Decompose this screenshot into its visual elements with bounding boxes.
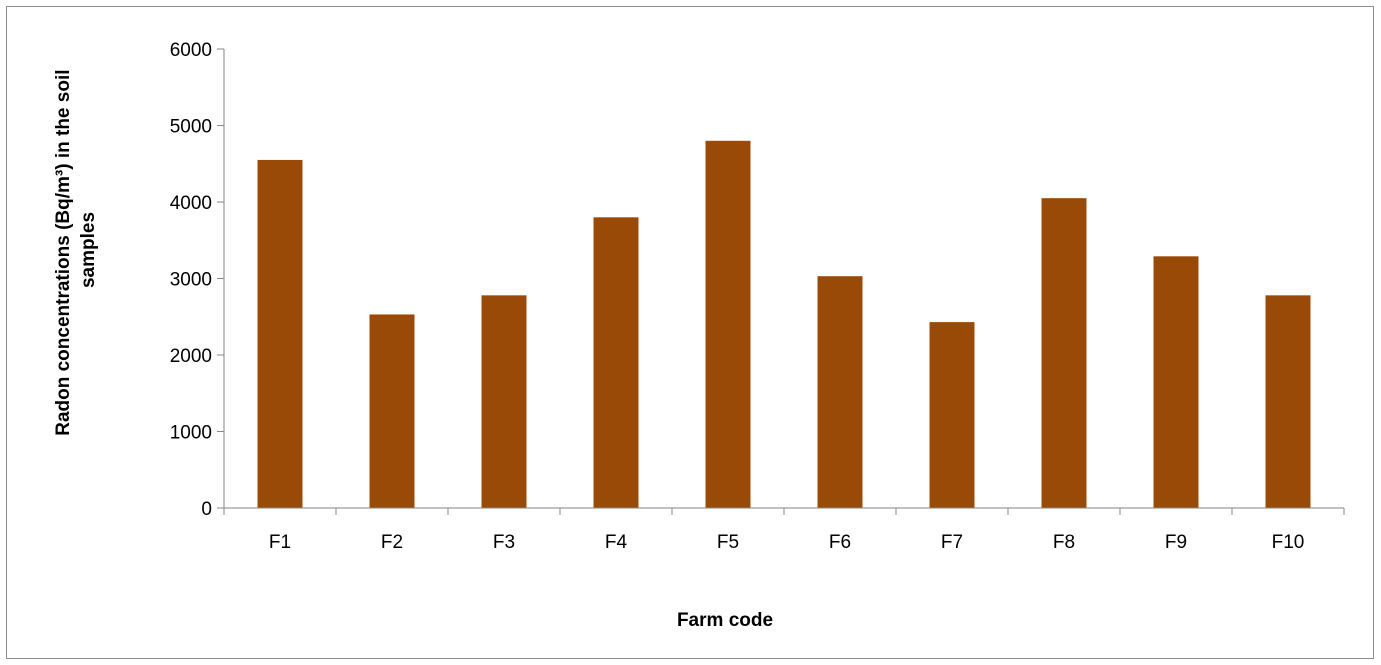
bar-f2: [369, 314, 415, 508]
y-tick-label: 0: [201, 499, 212, 520]
bar-f7: [929, 322, 975, 508]
y-tick-label: 2000: [170, 346, 212, 367]
bar-f1: [257, 159, 303, 509]
y-tick-label: 1000: [170, 423, 212, 444]
x-tick-label: F1: [269, 532, 291, 553]
x-tick-label: F6: [829, 532, 851, 553]
bars: [257, 140, 1311, 509]
bar-f9: [1153, 256, 1199, 508]
y-axis-ticks: 0 1000 2000 3000 4000 5000 6000: [170, 40, 224, 520]
y-axis-title-line-2: samples: [78, 212, 99, 288]
x-tick-label: F2: [381, 532, 403, 553]
x-axis-title: Farm code: [677, 610, 773, 631]
bar-f8: [1041, 198, 1087, 509]
x-tick-label: F3: [493, 532, 515, 553]
chart-frame: [6, 6, 1374, 659]
y-tick-label: 5000: [170, 117, 212, 138]
y-tick-label: 6000: [170, 40, 212, 61]
bar-f10: [1265, 295, 1311, 508]
bar-f3: [481, 295, 527, 508]
y-axis-title: Radon concentrations (Bq/m³) in the soil…: [53, 64, 99, 436]
y-tick-label: 4000: [170, 193, 212, 214]
x-axis-ticks: F1 F2 F3 F4 F5 F6 F7 F8 F9 F10: [223, 508, 1345, 553]
x-tick-label: F9: [1165, 532, 1187, 553]
x-tick-label: F4: [605, 532, 628, 553]
bar-f6: [817, 276, 863, 508]
bar-f5: [705, 140, 751, 509]
x-tick-label: F5: [717, 532, 739, 553]
bar-f4: [593, 217, 639, 509]
y-axis-title-line-1: Radon concentrations (Bq/m³) in the soil: [53, 69, 74, 435]
x-tick-label: F8: [1053, 532, 1075, 553]
x-tick-label: F10: [1272, 532, 1305, 553]
y-tick-label: 3000: [170, 270, 212, 291]
x-tick-label: F7: [941, 532, 963, 553]
